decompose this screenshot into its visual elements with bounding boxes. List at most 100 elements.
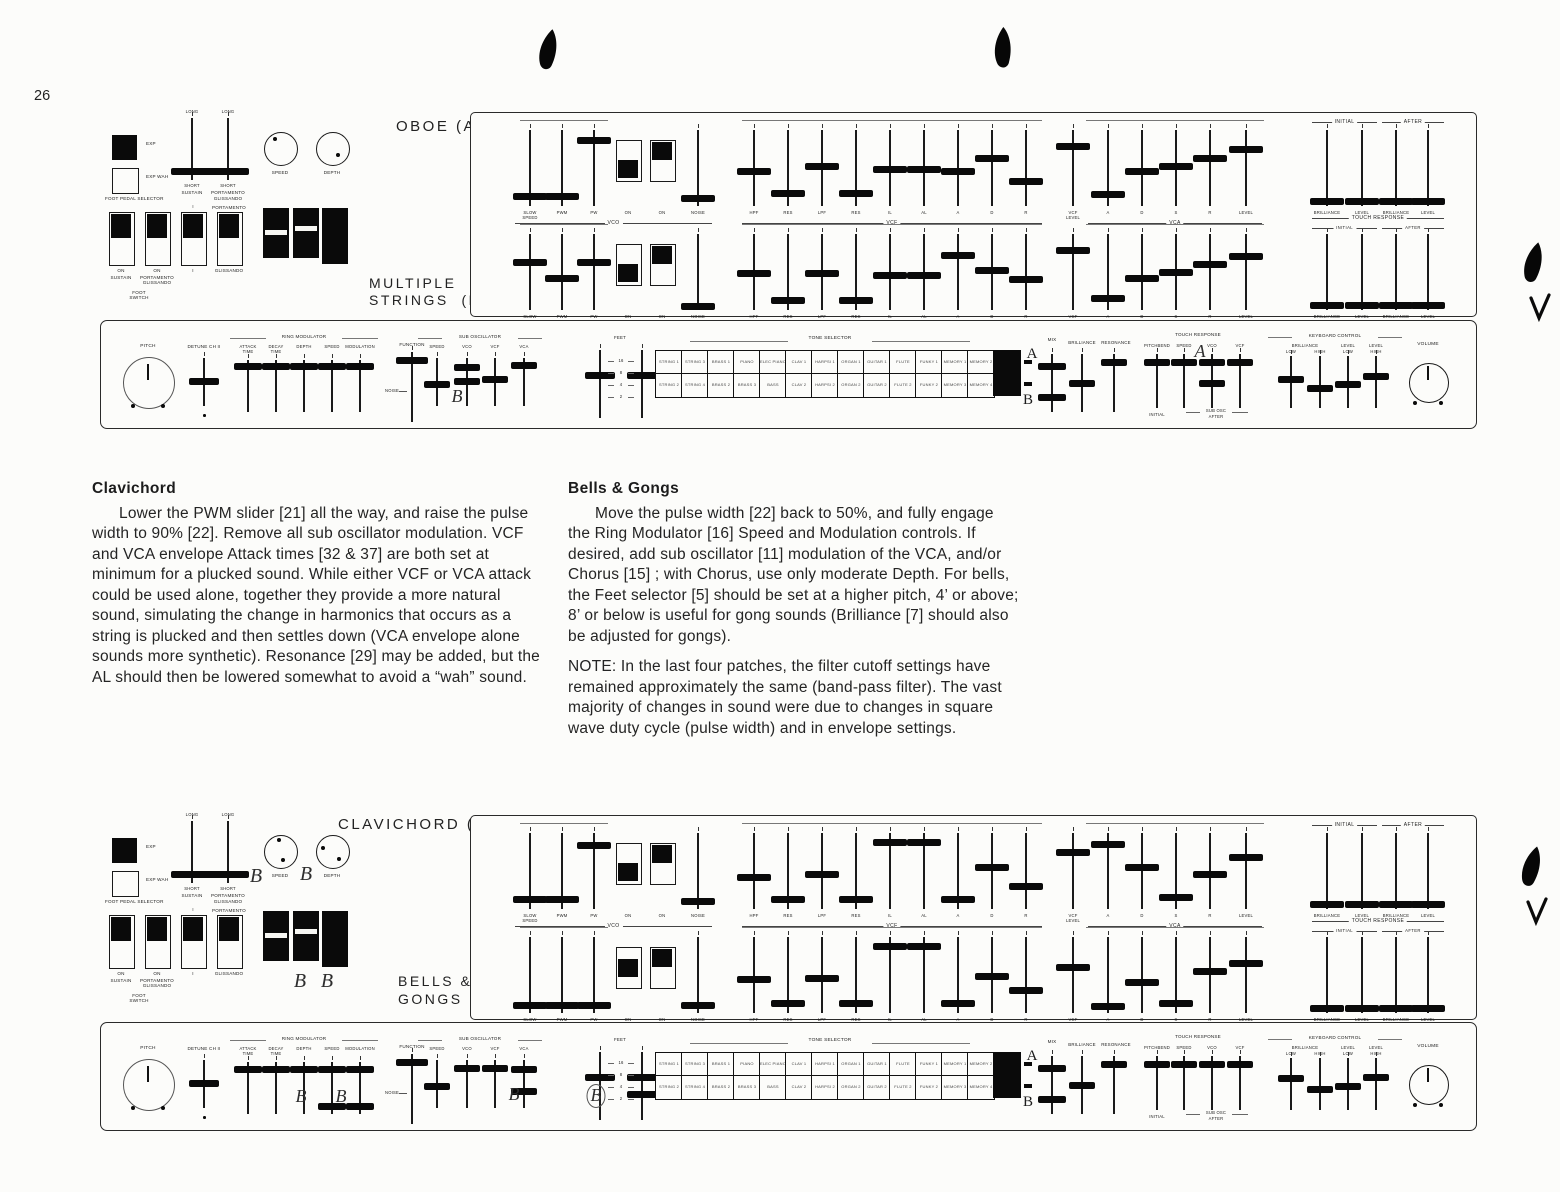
panel-slider-brilliance-handle <box>1310 1004 1344 1012</box>
panel-slider-s-handle <box>1159 268 1193 276</box>
panel-slider-on-label: ON <box>658 913 666 918</box>
ink-blob <box>1516 842 1548 896</box>
feet-scale-label: 8 <box>619 370 623 375</box>
panel-slider-il-track <box>889 833 891 909</box>
panel-slider-a-tick <box>1108 827 1109 831</box>
panel-slider-res-label: RES <box>851 1017 861 1022</box>
portamento-slider-tick <box>228 815 229 819</box>
mix-slider-handle <box>1038 1096 1066 1103</box>
vca-bracket-label: VCA <box>1166 220 1184 226</box>
sub-slider-vco-tick <box>467 1054 468 1058</box>
detune-label: DETUNE CH II <box>187 344 221 349</box>
ring-slider-0-handle <box>234 1066 262 1074</box>
panel-slider-lpf-label: LPF <box>817 210 827 215</box>
tone-button: MEMORY 2 <box>967 350 995 375</box>
panel-slider-level-tick <box>1362 827 1363 831</box>
feet-scale-tick <box>628 1099 634 1100</box>
panel-slider-res-label: RES <box>851 913 861 918</box>
ring-slider-0-tick <box>248 354 249 358</box>
panel-slider-d-label: D <box>1140 1017 1144 1022</box>
resonance-slider-tick <box>1114 1050 1115 1054</box>
panel-slider-a-track <box>957 937 959 1013</box>
panel-slider-brilliance-tick <box>1396 228 1397 232</box>
initial-bracket-label: INITIAL <box>1331 119 1358 125</box>
depth-knob-dot <box>337 857 341 861</box>
depth-knob-label: DEPTH <box>323 873 341 878</box>
panel-slider-res-track <box>787 234 789 310</box>
panel-slider-il-tick <box>890 827 891 831</box>
panel-slider-res-track <box>787 937 789 1013</box>
panel-slider-res-tick <box>788 124 789 128</box>
panel-slider-level-track <box>1245 234 1247 310</box>
tone-button: STRING 4 <box>681 1075 709 1100</box>
feet-slider-i-track <box>599 350 601 418</box>
panel-slider-brilliance-track <box>1326 234 1328 310</box>
touch-slider-speed-handle <box>1171 1060 1197 1068</box>
panel-slider-level-handle <box>1229 853 1263 861</box>
panel-slider-a-track <box>1107 937 1109 1013</box>
article-clavichord-body: Lower the PWM slider [21] all the way, a… <box>92 504 540 686</box>
tone-button: FLUTE <box>889 1052 917 1077</box>
panel-slider-r-tick <box>1026 228 1027 232</box>
speed-knob <box>264 835 298 869</box>
ring-slider-3-handle <box>318 1103 346 1111</box>
touch-response-label: TOUCH RESPONSE <box>1175 1034 1221 1039</box>
sub-slider-vco-handle <box>454 364 480 372</box>
tone-button: MEMORY 4 <box>967 1075 995 1100</box>
sub-slider-vcf-tick <box>495 352 496 356</box>
tone-button: BRASS 3 <box>733 373 761 398</box>
brilliance-slider-handle <box>1069 1081 1095 1089</box>
sustain-label: SUSTAIN <box>181 190 203 195</box>
tone-row-mark <box>1024 1062 1032 1066</box>
touch-slider-speed-track <box>1183 1056 1185 1110</box>
panel-slider-level-track <box>1427 937 1429 1013</box>
panel-slider-level-track <box>1361 833 1363 909</box>
panel-slider-al-handle <box>907 272 941 280</box>
panel-slider-d-label: D <box>1140 913 1144 918</box>
panel-slider-d-tick <box>992 827 993 831</box>
sub-slider-label: VCO <box>462 1046 472 1051</box>
panel-slider-level-track <box>1361 937 1363 1013</box>
group-rule <box>520 823 608 824</box>
panel-slider-pw-handle <box>577 841 611 849</box>
annotation-b: B <box>586 1084 606 1108</box>
touch-slider-vco-tick <box>1212 348 1213 352</box>
keyboard-control-slider-handle <box>1278 1075 1304 1083</box>
ring-slider-4-tick <box>360 354 361 358</box>
panel-slider-level-tick <box>1362 124 1363 128</box>
sub-slider-vco-handle <box>454 377 480 385</box>
glissando-label: GLISSANDO <box>213 899 243 904</box>
preset-switch-window <box>295 929 317 934</box>
feet-scale-tick <box>628 385 634 386</box>
tone-memory-black-button <box>993 350 1021 396</box>
depth-knob-dot <box>321 846 325 850</box>
panel-slider-res-label: RES <box>783 314 793 319</box>
panel-slider-r-handle <box>1009 882 1043 890</box>
panel-slider-level-track <box>1245 130 1247 206</box>
panel-slider-r-handle <box>1193 260 1227 268</box>
vco-bracket-label: VCO <box>604 923 623 929</box>
panel-slider-level-label: LEVEL <box>1238 314 1254 319</box>
panel-slider-noise-tick <box>698 124 699 128</box>
panel-slider-d-tick <box>992 931 993 935</box>
panel-slider-level-track <box>1427 130 1429 206</box>
panel-slider-s-handle <box>1159 894 1193 902</box>
panel-slider-brilliance-label: BRILLIANCE <box>1313 314 1341 319</box>
group-rule <box>1086 823 1264 824</box>
panel-slider-s-tick <box>1176 827 1177 831</box>
panel-slider-s-label: S <box>1174 1017 1178 1022</box>
tone-button: FUNKY 1 <box>915 1052 943 1077</box>
panel-slider-pwm-label: PWM <box>556 314 568 319</box>
panel-slider-res-handle <box>839 896 873 904</box>
short-label: SHORT <box>184 886 200 891</box>
sub-slider-label: VCO <box>462 344 472 349</box>
vca-bracket: VCA <box>1088 220 1262 226</box>
noise-tick <box>399 391 407 392</box>
panel-slider-on-label: ON <box>624 314 632 319</box>
panel-slider-r-label: R <box>1208 314 1212 319</box>
panel-slider-pwm-label: PWM <box>556 913 568 918</box>
panel-slider-on-label: ON <box>658 1017 666 1022</box>
panel-slider-al-tick <box>924 124 925 128</box>
panel-slider-res-handle <box>771 1000 805 1008</box>
